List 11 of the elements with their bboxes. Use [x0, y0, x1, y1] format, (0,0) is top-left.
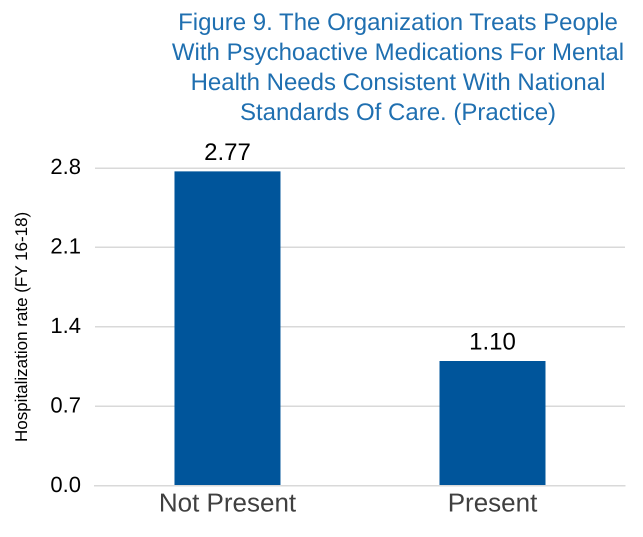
- data-label: 2.77: [204, 139, 251, 166]
- y-tick-label: 0.0: [50, 472, 81, 497]
- y-tick-label: 2.1: [50, 234, 81, 259]
- y-tick-label: 0.7: [50, 392, 81, 418]
- y-axis-title: Hospitalization rate (FY 16-18): [12, 212, 31, 442]
- chart-title: Figure 9. The Organization Treats People With Psychoactive Medications For Mental Health Needs Consistent With National Standards Of Care. (Practice): [170, 8, 626, 128]
- y-tick-label: 2.8: [50, 154, 81, 180]
- y-tick-label: 1.4: [50, 312, 81, 338]
- x-tick-label: Not Present: [158, 488, 297, 518]
- x-tick-label: Present: [448, 488, 538, 518]
- data-label: 1.10: [469, 328, 516, 356]
